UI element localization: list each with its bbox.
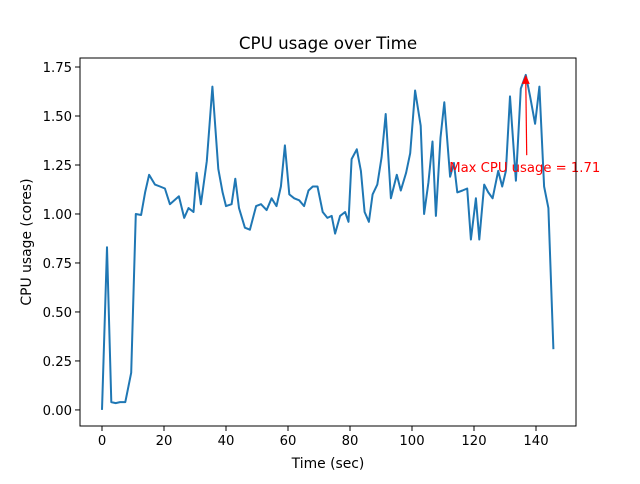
annotation-text: Max CPU usage = 1.71	[449, 161, 600, 176]
cpu-usage-line	[101, 73, 555, 410]
x-tick-label: 120	[461, 434, 486, 449]
x-tick-label: 60	[280, 434, 297, 449]
y-tick-label: 0.50	[43, 306, 72, 321]
y-axis-ticks: 0.00 0.25 0.50 0.75 1.00 1.25 1.50 1.75	[43, 61, 80, 419]
y-tick-label: 0.00	[43, 404, 72, 419]
x-tick-label: 40	[218, 434, 235, 449]
y-tick-label: 1.00	[43, 208, 72, 223]
annotation-arrow	[525, 80, 528, 156]
x-tick-label: 80	[342, 434, 359, 449]
y-tick-label: 0.25	[43, 355, 72, 370]
x-tick-label: 20	[156, 434, 173, 449]
y-tick-label: 1.75	[43, 61, 72, 76]
max-annotation: Max CPU usage = 1.71	[449, 74, 600, 176]
y-tick-label: 1.25	[43, 159, 72, 174]
y-axis-label: CPU usage (cores)	[19, 178, 35, 305]
x-tick-label: 140	[523, 434, 548, 449]
x-tick-label: 0	[98, 434, 106, 449]
chart-title: CPU usage over Time	[239, 33, 417, 53]
x-tick-label: 100	[399, 434, 424, 449]
x-axis-label: Time (sec)	[291, 456, 365, 472]
annotation-arrow-head	[521, 74, 530, 84]
y-tick-label: 0.75	[43, 257, 72, 272]
y-tick-label: 1.50	[43, 110, 72, 125]
x-axis-ticks: 0 20 40 60 80 100 120 140	[98, 426, 549, 449]
axes-frame	[79, 57, 577, 427]
